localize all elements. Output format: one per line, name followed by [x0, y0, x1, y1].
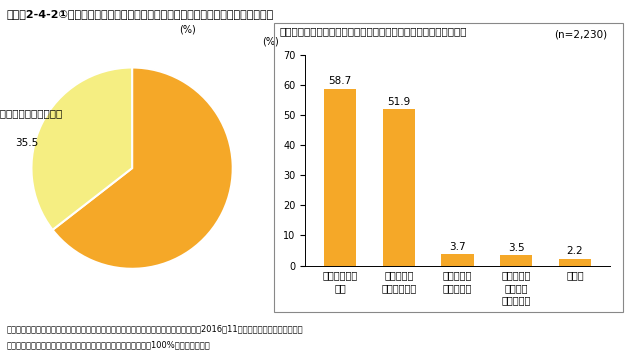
- Text: 2.2: 2.2: [567, 246, 583, 256]
- Text: 51.9: 51.9: [387, 97, 411, 107]
- Text: (%): (%): [262, 36, 279, 46]
- Text: 35.5: 35.5: [15, 138, 38, 148]
- Text: 3.7: 3.7: [449, 242, 466, 252]
- Text: 資料：中小企業庁委託「中小企業・小規模事業者の人材確保・定着等に関する調査」（2016年11月、みずほ情報総研（株））: 資料：中小企業庁委託「中小企業・小規模事業者の人材確保・定着等に関する調査」（2…: [6, 324, 303, 333]
- Text: コラム2-4-2①図　中小企業における仕事と介護の両立に関する相談窓口の設置状況: コラム2-4-2①図 中小企業における仕事と介護の両立に関する相談窓口の設置状況: [6, 9, 274, 19]
- Wedge shape: [53, 68, 233, 269]
- Text: 特に相談窓口を設けていない: 特に相談窓口を設けていない: [0, 108, 62, 118]
- Bar: [324, 89, 357, 266]
- Wedge shape: [31, 68, 132, 230]
- Bar: [383, 109, 415, 266]
- Bar: [500, 255, 532, 266]
- Text: (%): (%): [179, 25, 196, 35]
- Text: 58.7: 58.7: [328, 76, 352, 86]
- Text: （注）相談窓口の内訳につき、複数回答のため、合計は必ずしも100%にはならない。: （注）相談窓口の内訳につき、複数回答のため、合計は必ずしも100%にはならない。: [6, 341, 210, 349]
- Bar: [442, 255, 474, 266]
- Bar: [559, 259, 591, 266]
- Text: (n=2,230): (n=2,230): [554, 30, 607, 40]
- Text: 【「何らかの相談窓口を設けている」とした企業の相談窓口内訳】: 【「何らかの相談窓口を設けている」とした企業の相談窓口内訳】: [280, 27, 467, 36]
- Text: 3.5: 3.5: [508, 242, 525, 252]
